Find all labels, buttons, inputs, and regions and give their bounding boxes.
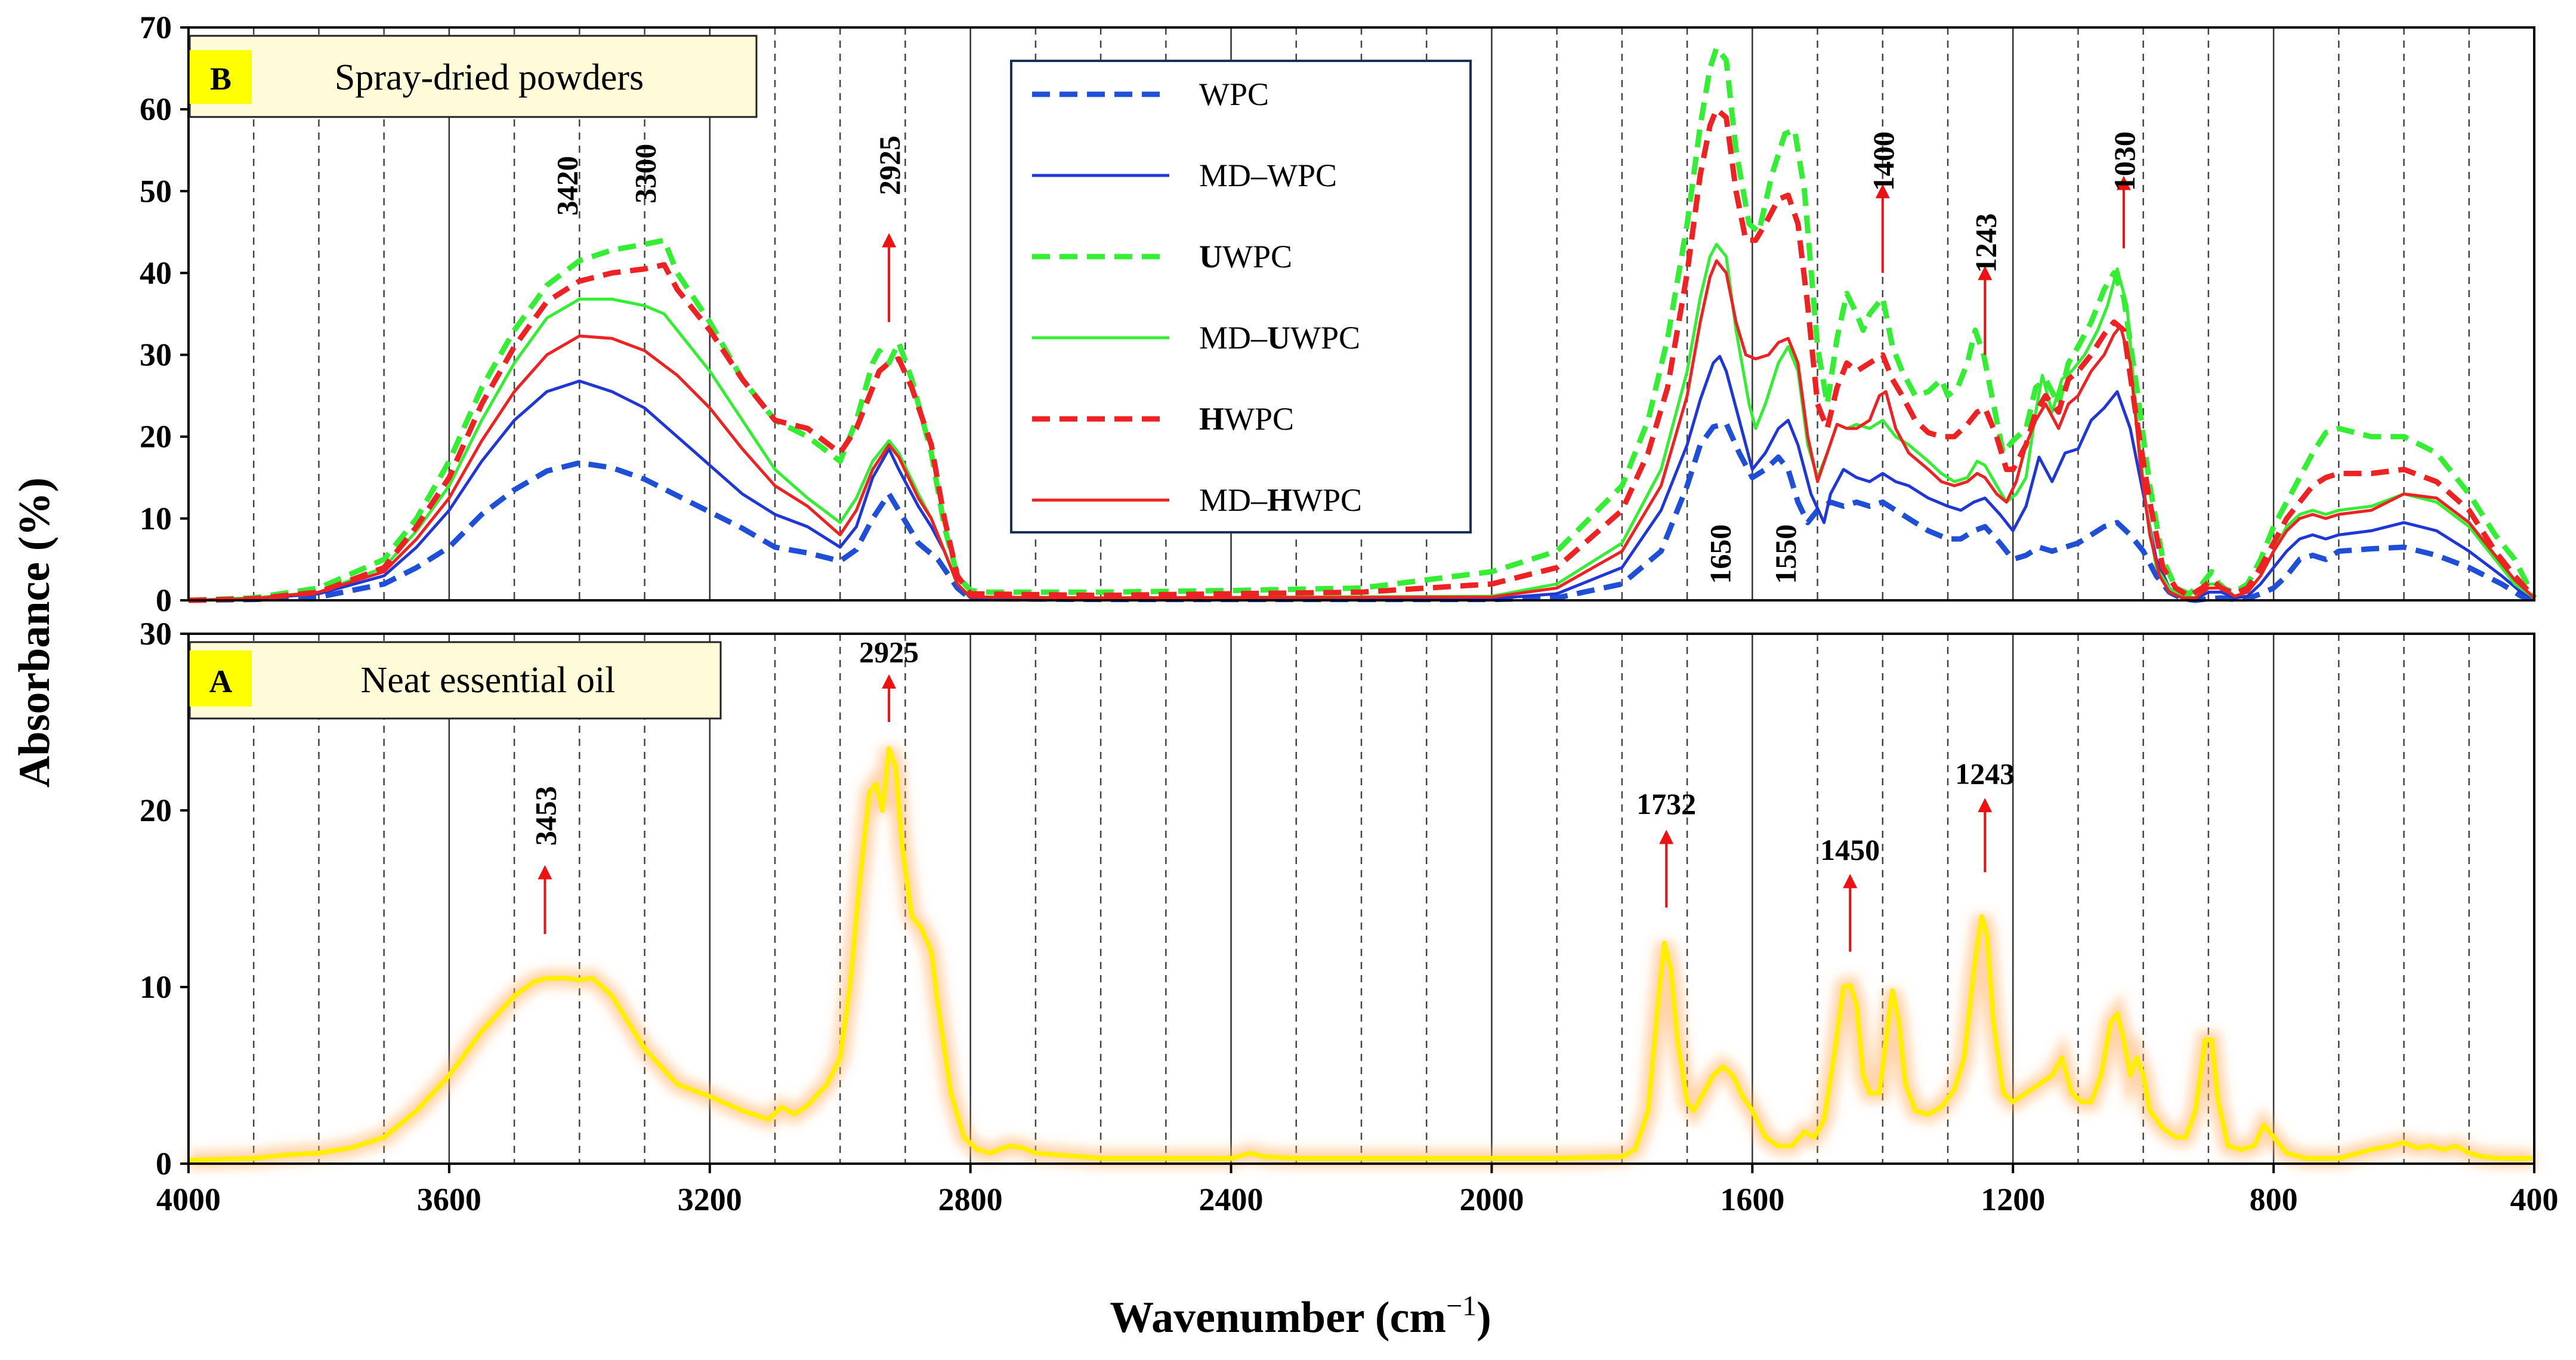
series-line-5: [188, 259, 2535, 602]
panel-b-series: [188, 45, 2537, 603]
legend-label: UWPC: [1199, 239, 1292, 275]
y-tick-label: 20: [140, 792, 172, 828]
x-axis-label-end: ): [1477, 1293, 1491, 1342]
peak-label: 1243: [1969, 213, 2002, 273]
series-line-0: [188, 421, 2535, 603]
panel-b-y-ticks: 0 10 20 30 40 50 60 70: [140, 10, 189, 618]
panel-a-y-ticks: 0 10 20 30: [140, 616, 189, 1182]
x-axis-label-sup: −1: [1446, 1290, 1477, 1322]
series-line-0: [188, 746, 2534, 1163]
x-tick-label: 2000: [1459, 1182, 1524, 1217]
y-tick-label: 0: [156, 1146, 172, 1182]
panel-a-chart: 3453 2925 1732 1450 1243 0 10 20 30 4000 3600 320…: [140, 616, 2559, 1217]
y-axis-label: Absorbance (%): [10, 477, 59, 788]
panel-b-chart: 3420 3300 2925 1400 1243 1030 1650 1550 0 10 20 30…: [140, 10, 2537, 618]
series-line-2: [188, 45, 2537, 603]
y-tick-label: 10: [140, 501, 172, 536]
x-tick-label: 2800: [938, 1182, 1003, 1217]
panel-a-label-box: A Neat essential oil: [189, 641, 722, 720]
y-tick-label: 60: [140, 91, 172, 127]
series-line-4: [188, 106, 2537, 603]
y-tick-label: 0: [156, 582, 172, 618]
legend-label: WPC: [1199, 76, 1269, 112]
x-tick-label: 2400: [1199, 1182, 1264, 1217]
peak-label: 3420: [550, 156, 583, 215]
peak-label: 1450: [1820, 833, 1880, 866]
y-tick-label: 70: [140, 10, 172, 45]
x-tick-label: 4000: [156, 1182, 221, 1217]
x-axis-label: Wavenumber (cm−1): [1110, 1290, 1491, 1342]
panel-b-title: Spray-dried powders: [335, 57, 644, 98]
peak-label: 1732: [1636, 787, 1696, 821]
x-tick-label: 400: [2510, 1182, 2559, 1217]
panel-a-x-ticks: 4000 3600 3200 2800 2400 2000 1600 1200 800 400: [156, 1164, 2559, 1217]
legend-label: MD–UWPC: [1199, 320, 1360, 356]
x-tick-label: 1600: [1720, 1182, 1784, 1217]
x-tick-label: 1200: [1981, 1182, 2045, 1217]
peak-label: 1400: [1867, 131, 1900, 191]
panel-a-annotations: 3453 2925 1732 1450 1243: [529, 635, 2015, 952]
legend-label: MD–HWPC: [1199, 482, 1362, 518]
panel-a-badge: A: [209, 664, 233, 699]
panel-b-legend: WPC MD–WPC UWPC MD–UWPC HWPC MD–HWPC: [1010, 60, 1472, 533]
peak-label: 1030: [2108, 131, 2141, 191]
legend-label: MD–WPC: [1199, 158, 1337, 193]
panel-a-grid: [252, 634, 2470, 1164]
peak-label: 3453: [529, 786, 562, 846]
panel-a-frame: [187, 633, 2535, 1165]
peak-label: 1650: [1704, 525, 1737, 584]
series-line-1: [188, 354, 2535, 602]
x-axis-label-main: Wavenumber (cm: [1110, 1293, 1446, 1342]
y-tick-label: 40: [140, 255, 172, 291]
panel-a-series: [188, 745, 2534, 1170]
panel-b-annotations: 3420 3300 2925 1400 1243 1030 1650 1550: [550, 131, 2141, 584]
peak-label: 2925: [859, 635, 919, 668]
legend-label: HWPC: [1199, 401, 1294, 437]
y-tick-label: 20: [140, 419, 172, 455]
x-tick-label: 3200: [678, 1182, 742, 1217]
panel-b-frame: [187, 26, 2535, 602]
x-tick-label: 800: [2250, 1182, 2298, 1217]
peak-label: 2925: [873, 135, 906, 195]
peak-label: 1243: [1955, 757, 2015, 791]
y-tick-label: 50: [140, 173, 172, 209]
peak-label: 3300: [629, 144, 662, 203]
y-tick-label: 30: [140, 616, 172, 652]
y-tick-label: 30: [140, 337, 172, 373]
panel-b-badge: B: [210, 61, 231, 97]
panel-b-label-box: B Spray-dried powders: [189, 35, 758, 118]
peak-label: 1550: [1769, 525, 1802, 584]
y-tick-label: 10: [140, 969, 172, 1005]
x-tick-label: 3600: [417, 1182, 481, 1217]
panel-a-title: Neat essential oil: [361, 660, 616, 701]
